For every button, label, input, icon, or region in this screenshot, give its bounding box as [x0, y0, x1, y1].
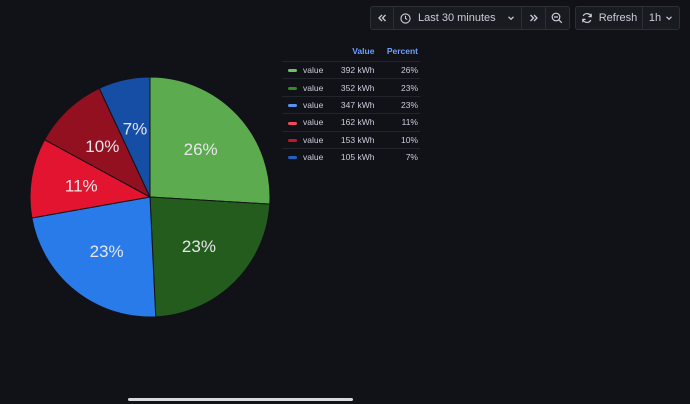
- legend-value: 347 kWh: [330, 95, 377, 114]
- legend-percent: 23%: [376, 95, 420, 114]
- refresh-interval-picker[interactable]: 1h: [642, 7, 679, 29]
- shift-back-button[interactable]: [371, 7, 393, 29]
- pie-slice[interactable]: [29, 139, 152, 219]
- legend-series-name: value: [303, 152, 324, 163]
- legend-value: 162 kWh: [330, 113, 377, 132]
- pie-chart: 26% 23% 23% 11% 10%7%: [29, 76, 271, 318]
- pie-slice[interactable]: [149, 76, 271, 205]
- legend-swatch: [288, 104, 297, 108]
- refresh-icon: [581, 12, 592, 24]
- legend-series-name: value: [303, 117, 324, 128]
- legend-percent: 11%: [376, 113, 420, 132]
- legend-value: 392 kWh: [330, 60, 377, 79]
- legend-row[interactable]: value 153 kWh 10%: [282, 130, 420, 149]
- legend-row[interactable]: value 352 kWh 23%: [282, 78, 420, 97]
- pie-slice[interactable]: [98, 76, 151, 198]
- chevron-down-icon: [508, 16, 514, 21]
- chevrons-right-icon: [529, 14, 538, 22]
- time-range-label: Last 30 minutes: [418, 12, 496, 24]
- pie-legend: Value Percent value 392 kWh 26% value 352 kW…: [282, 46, 420, 166]
- legend-value: 153 kWh: [330, 130, 377, 149]
- time-picker-group: Last 30 minutes: [370, 6, 570, 30]
- chevrons-left-icon: [378, 14, 386, 22]
- legend-row[interactable]: value 392 kWh 26%: [282, 60, 420, 79]
- time-range-picker[interactable]: Last 30 minutes: [393, 7, 521, 29]
- zoom-out-button[interactable]: [545, 7, 567, 29]
- legend-swatch: [288, 156, 297, 160]
- pie-slice-label: 26%: [184, 140, 218, 159]
- legend-swatch: [288, 69, 297, 73]
- home-indicator: [128, 398, 353, 401]
- legend-series-name: value: [303, 82, 324, 93]
- legend-percent: 7%: [376, 147, 420, 166]
- chevron-down-icon: [666, 16, 673, 21]
- refresh-button[interactable]: Refresh: [576, 7, 642, 29]
- legend-series-name: value: [303, 99, 324, 110]
- legend-percent: 10%: [376, 130, 420, 149]
- legend-swatch: [288, 86, 297, 90]
- legend-percent: 26%: [376, 60, 420, 79]
- pie-slice-label: 7%: [123, 120, 148, 139]
- refresh-label: Refresh: [598, 12, 638, 24]
- legend-row[interactable]: value 347 kWh 23%: [282, 95, 420, 114]
- legend-percent: 23%: [376, 78, 420, 97]
- legend-row[interactable]: value 162 kWh 11%: [282, 113, 420, 132]
- pie-slice-label: 23%: [90, 242, 124, 261]
- pie-slice[interactable]: [149, 196, 271, 318]
- legend-row[interactable]: value 105 kWh 7%: [282, 147, 420, 166]
- legend-header-percent: Percent: [386, 46, 418, 56]
- zoom-out-icon: [551, 12, 562, 24]
- refresh-interval-label: 1h: [648, 12, 662, 24]
- clock-icon: [400, 12, 411, 24]
- pie-slice[interactable]: [31, 196, 157, 318]
- legend-series-name: value: [303, 134, 324, 145]
- legend-table: Value Percent value 392 kWh 26% value 352 kW…: [282, 46, 420, 166]
- legend-series-name: value: [303, 65, 324, 76]
- legend-header-value: Value: [352, 46, 375, 56]
- legend-swatch: [288, 139, 297, 142]
- legend-value: 352 kWh: [330, 78, 377, 97]
- refresh-picker-group: Refresh 1h: [575, 6, 680, 30]
- shift-forward-button[interactable]: [521, 7, 545, 29]
- pie-slice-label: 11%: [65, 176, 98, 195]
- pie-slice[interactable]: [43, 87, 152, 199]
- legend-swatch: [288, 121, 297, 125]
- legend-value: 105 kWh: [330, 147, 377, 166]
- pie-slice-label: 23%: [182, 237, 216, 256]
- pie-slice-label: 10%: [85, 137, 119, 156]
